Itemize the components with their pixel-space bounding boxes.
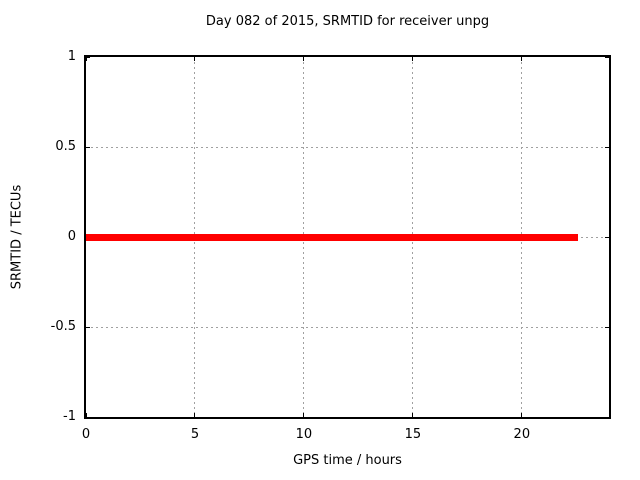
x-tick-mark-top: [85, 57, 87, 61]
x-tick-label: 5: [190, 427, 200, 442]
x-tick-label: 15: [404, 427, 422, 442]
x-tick-mark-bottom: [303, 413, 305, 417]
x-tick-mark-top: [303, 57, 305, 61]
x-tick-mark-bottom: [521, 413, 523, 417]
y-axis-label: SRMTID / TECUs: [9, 184, 25, 290]
y-tick-mark-left: [86, 146, 90, 148]
y-tick-mark-right: [605, 416, 609, 418]
gridline-horizontal: [86, 326, 609, 328]
plot-area: [84, 55, 611, 419]
x-tick-mark-bottom: [85, 413, 87, 417]
y-tick-mark-right: [605, 56, 609, 58]
x-tick-mark-bottom: [194, 413, 196, 417]
x-tick-label: 20: [513, 427, 531, 442]
y-tick-label: -1: [63, 409, 76, 424]
x-tick-mark-top: [521, 57, 523, 61]
data-line: [86, 233, 579, 241]
y-tick-mark-right: [605, 236, 609, 238]
x-tick-mark-top: [412, 57, 414, 61]
x-tick-label: 0: [81, 427, 91, 442]
x-tick-mark-bottom: [412, 413, 414, 417]
y-tick-mark-right: [605, 146, 609, 148]
y-tick-mark-right: [605, 326, 609, 328]
chart-title: Day 082 of 2015, SRMTID for receiver unp…: [205, 14, 490, 29]
x-tick-mark-top: [194, 57, 196, 61]
y-tick-mark-left: [86, 416, 90, 418]
x-tick-label: 10: [295, 427, 313, 442]
y-tick-label: 1: [67, 49, 76, 64]
y-tick-mark-left: [86, 56, 90, 58]
y-tick-mark-left: [86, 326, 90, 328]
y-tick-label: -0.5: [50, 319, 76, 334]
x-axis-label: GPS time / hours: [293, 453, 402, 468]
y-tick-label: 0: [67, 229, 76, 244]
gridline-horizontal: [86, 146, 609, 148]
y-tick-label: 0.5: [55, 139, 76, 154]
